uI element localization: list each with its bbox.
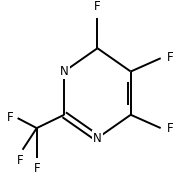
Text: F: F [167, 51, 173, 64]
Text: F: F [7, 111, 13, 124]
Text: F: F [94, 0, 101, 13]
Text: F: F [167, 122, 173, 135]
Text: F: F [17, 154, 23, 167]
Text: F: F [33, 162, 40, 175]
Text: N: N [93, 132, 102, 145]
Text: N: N [60, 65, 69, 78]
